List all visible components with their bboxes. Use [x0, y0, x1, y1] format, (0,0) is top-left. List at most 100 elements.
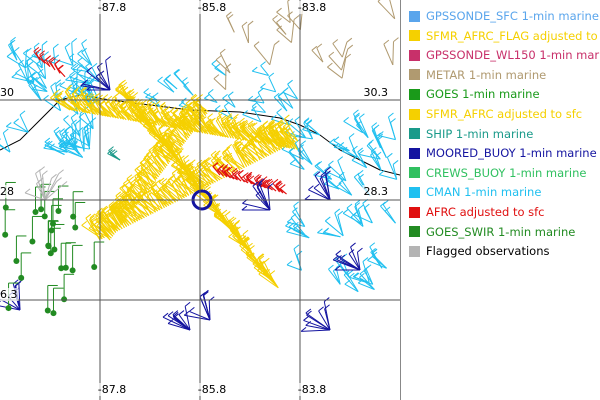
- barb-flag: [259, 132, 265, 137]
- barb-flag: [274, 40, 280, 46]
- barb-flag: [246, 253, 253, 258]
- barb: [328, 268, 341, 285]
- legend-swatch: [409, 226, 420, 238]
- barb: [102, 210, 118, 231]
- barb-flag: [50, 82, 57, 87]
- barb-flag: [251, 122, 258, 127]
- barb-flag: [31, 71, 37, 77]
- barb-flag: [232, 231, 238, 237]
- barb-flag: [226, 166, 233, 172]
- legend-swatch: [409, 108, 420, 120]
- barb-flag: [158, 124, 165, 129]
- barb: [81, 43, 93, 66]
- barb: [132, 199, 154, 214]
- barb: [272, 19, 287, 35]
- barb-flag: [47, 140, 53, 146]
- barb-flag: [59, 144, 66, 150]
- barb-flag: [150, 183, 157, 189]
- barb-flag: [86, 67, 93, 72]
- barb-flag: [143, 88, 149, 93]
- barb-flag: [358, 173, 364, 179]
- barb-flag: [152, 118, 159, 124]
- barb-flag: [103, 206, 109, 212]
- barb-flag: [68, 53, 75, 59]
- barb: [256, 135, 276, 153]
- grid-label-bg: [196, 1, 228, 14]
- barb-flag: [240, 174, 247, 179]
- barb-flag: [59, 128, 65, 133]
- barb-flag: [69, 70, 76, 76]
- barb: [341, 42, 348, 58]
- barb: [276, 11, 291, 23]
- barb-flag: [378, 170, 385, 176]
- grid-label-bg: [0, 86, 15, 99]
- barb-flag: [185, 104, 191, 109]
- barb-flag: [242, 229, 249, 235]
- legend-label: SHIP 1-min marine: [426, 126, 534, 141]
- barb: [339, 258, 361, 271]
- barb: [352, 149, 368, 168]
- grid-label-bg: [362, 185, 389, 198]
- barb-flag: [269, 120, 276, 125]
- barb: [121, 109, 142, 123]
- barb: [224, 123, 242, 141]
- barb-flag: [80, 86, 86, 92]
- barb-flag: [194, 181, 201, 187]
- grid-label: 30.3: [364, 86, 389, 99]
- barb-flag: [239, 137, 246, 142]
- barb-flag: [26, 47, 32, 53]
- barb-flag: [328, 51, 335, 57]
- barb-flag: [252, 181, 259, 187]
- legend-item: GOES_SWIR 1-min marine: [409, 224, 575, 240]
- barb: [298, 153, 313, 165]
- barb: [53, 58, 73, 66]
- barb: [223, 157, 239, 172]
- barb: [344, 283, 359, 293]
- barb-flag: [261, 179, 267, 185]
- barb: [205, 161, 227, 178]
- station: [5, 305, 12, 312]
- barb: [126, 178, 144, 198]
- barb: [158, 135, 177, 155]
- barb-flag: [329, 138, 335, 144]
- barb-flag: [85, 62, 91, 67]
- legend-label: GOES 1-min marine: [426, 87, 540, 102]
- barb-flag: [76, 93, 83, 99]
- barb: [63, 147, 83, 158]
- barb: [242, 114, 262, 123]
- barb-flag: [59, 136, 65, 142]
- barb: [314, 175, 331, 201]
- barb-flag: [142, 117, 149, 122]
- barb-flag: [289, 159, 296, 165]
- barb-flag: [178, 148, 184, 153]
- barb-flag: [348, 249, 355, 255]
- barb-flag: [234, 141, 240, 146]
- barb: [88, 227, 105, 239]
- barb: [218, 168, 228, 178]
- barb: [9, 43, 18, 61]
- barb-flag: [351, 155, 358, 161]
- barb-flag: [146, 150, 152, 155]
- barb: [56, 96, 76, 112]
- barb-flag: [3, 128, 9, 134]
- barb-flag: [231, 116, 238, 122]
- barb: [2, 132, 11, 153]
- barb-flag: [383, 39, 390, 45]
- barb-flag: [314, 161, 321, 167]
- barb: [222, 151, 245, 169]
- barb: [213, 157, 236, 173]
- legend-swatch: [409, 186, 420, 198]
- barb-flag: [244, 141, 250, 147]
- barb-flag: [247, 242, 253, 248]
- barb-flag: [377, 0, 381, 2]
- barb-flag: [81, 47, 87, 53]
- barb-flag: [148, 107, 154, 113]
- barb-flag: [119, 183, 126, 189]
- barb-flag: [187, 161, 194, 167]
- barb: [137, 198, 156, 213]
- barb: [282, 126, 299, 142]
- barb-flag: [226, 143, 233, 149]
- barb-flag: [36, 179, 42, 185]
- barb-flag: [238, 169, 244, 175]
- barb-flag: [114, 194, 121, 200]
